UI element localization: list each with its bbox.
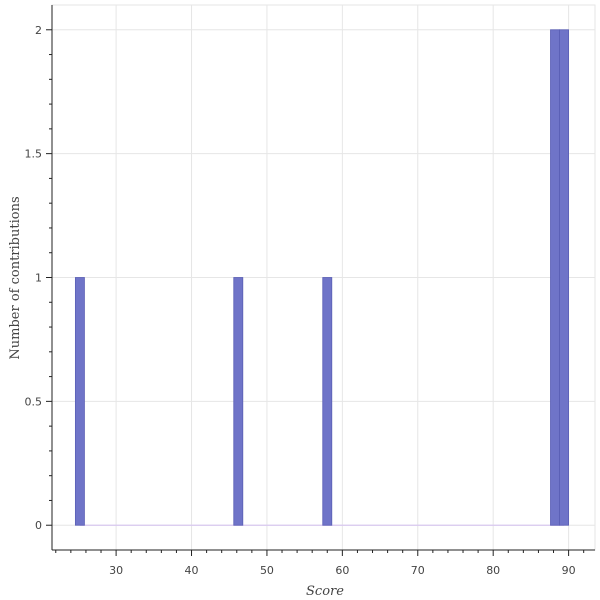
histogram-bar <box>322 277 333 526</box>
y-axis-title: Number of contributions <box>8 196 23 359</box>
x-tick-label: 90 <box>562 564 576 577</box>
histogram-bar <box>233 277 244 526</box>
axes <box>46 5 595 556</box>
y-tick-label: 1 <box>35 272 42 285</box>
x-tick-label: 70 <box>411 564 425 577</box>
x-tick-label: 80 <box>486 564 500 577</box>
histogram-bar <box>559 29 570 526</box>
y-tick-label: 2 <box>35 24 42 37</box>
x-tick-label: 60 <box>335 564 349 577</box>
y-tick-label: 0.5 <box>25 395 43 408</box>
x-tick-label: 30 <box>109 564 123 577</box>
tick-labels: 30 40 50 60 70 80 90 0 0.5 1 1.5 2 <box>25 24 576 577</box>
bars <box>74 29 570 526</box>
histogram-bar <box>550 29 560 526</box>
x-tick-label: 40 <box>185 564 199 577</box>
y-tick-label: 0 <box>35 519 42 532</box>
y-tick-label: 1.5 <box>25 148 43 161</box>
histogram-bar <box>74 277 85 526</box>
x-tick-label: 50 <box>260 564 274 577</box>
x-axis-title: Score <box>306 584 344 599</box>
